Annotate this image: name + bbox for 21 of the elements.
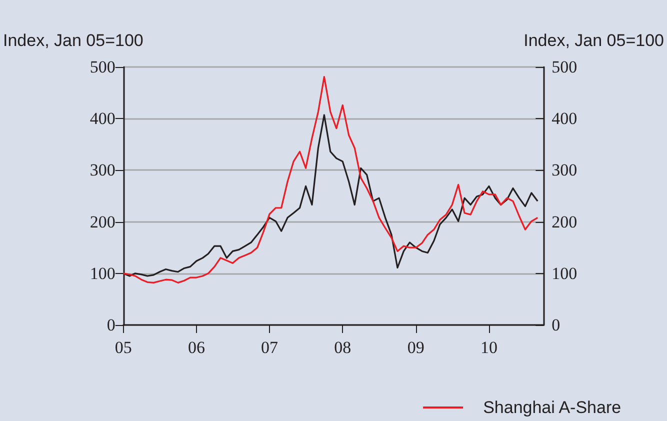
x-tick-label: 07: [261, 338, 279, 357]
y-tick-label: 200: [90, 212, 116, 232]
y2-tick-label: 100: [552, 264, 578, 283]
y2-tick-label: 200: [552, 212, 578, 232]
x-tick-label: 10: [480, 338, 498, 357]
y-tick-label: 300: [90, 160, 116, 180]
y-tick-label: 100: [90, 264, 116, 283]
x-tick-label: 06: [188, 338, 205, 357]
y-tick-label: 500: [90, 58, 116, 76]
y2-axis-title: Index, Jan 05=100: [524, 31, 664, 50]
legend-label: Shanghai A-Share: [483, 398, 622, 417]
x-tick-label: 08: [334, 338, 352, 357]
x-tick-label: 09: [407, 338, 424, 357]
y-tick-label: 400: [90, 109, 116, 128]
y2-tick-label: 500: [552, 58, 578, 76]
y-tick-label: 0: [106, 316, 116, 334]
y-axis-title: Index, Jan 05=100: [2, 31, 144, 50]
y2-tick-label: 0: [552, 316, 560, 334]
x-tick-label: 05: [114, 338, 132, 357]
y2-tick-label: 300: [552, 160, 578, 180]
y2-tick-label: 400: [552, 109, 578, 128]
